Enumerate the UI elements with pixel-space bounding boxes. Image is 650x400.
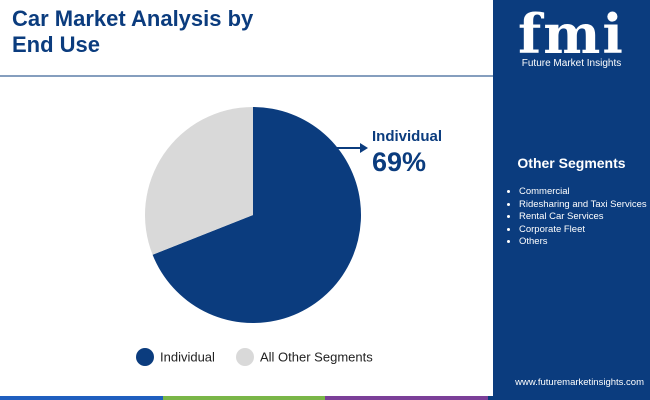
annotation-label: Individual bbox=[372, 128, 442, 145]
segment-item: Corporate Fleet bbox=[519, 224, 650, 237]
stripe-part bbox=[162, 396, 325, 400]
segment-item: Others bbox=[519, 236, 650, 249]
segment-item: Rental Car Services bbox=[519, 211, 650, 224]
legend-label: All Other Segments bbox=[260, 349, 373, 364]
value-label: 69% bbox=[372, 147, 426, 177]
stripe bbox=[0, 396, 650, 400]
chart: Car Market Analysis by End Use Individua… bbox=[0, 6, 493, 366]
stripe-part bbox=[487, 396, 650, 400]
logo: fmi bbox=[518, 2, 625, 66]
annotation-arrowhead bbox=[360, 143, 368, 153]
chart-title: Car Market Analysis by End Use bbox=[12, 6, 254, 57]
stripe-part bbox=[325, 396, 488, 400]
stripe-part bbox=[0, 396, 163, 400]
brand: Future Market Insights bbox=[521, 58, 622, 69]
pie-slice bbox=[152, 107, 361, 323]
segment-item: Commercial bbox=[519, 186, 650, 199]
legend-label: Individual bbox=[160, 349, 215, 364]
sidebar-heading: Other Segments bbox=[517, 155, 626, 171]
legend-swatch bbox=[136, 348, 154, 366]
segment-list: CommercialRidesharing and Taxi ServicesR… bbox=[505, 186, 650, 249]
legend-swatch bbox=[236, 348, 254, 366]
url: www.futuremarketinsights.com bbox=[515, 377, 644, 388]
pie-slice bbox=[144, 107, 253, 255]
segment-item: Ridesharing and Taxi Services bbox=[519, 199, 650, 212]
title-box: Car Market Analysis by End Use bbox=[12, 6, 254, 57]
sidebar: fmi Future Market Insights Other Segment… bbox=[493, 0, 650, 396]
